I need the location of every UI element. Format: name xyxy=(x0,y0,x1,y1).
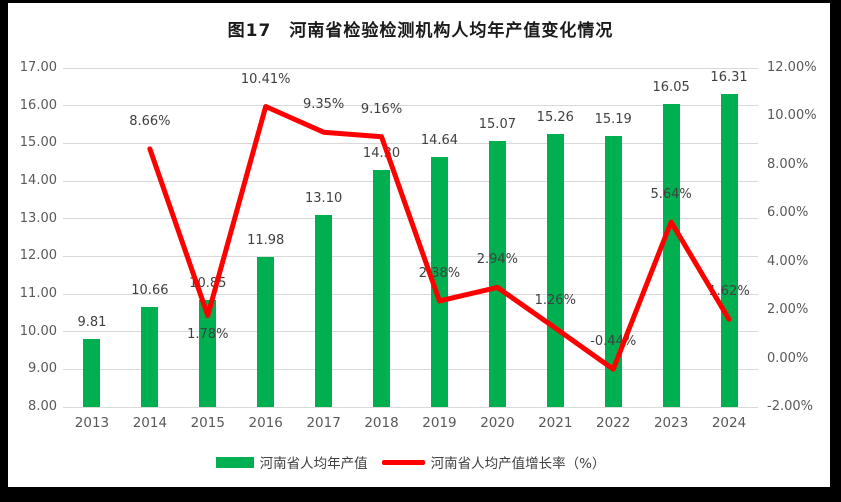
growth-point-label: 1.62% xyxy=(708,284,750,300)
x-axis-label: 2020 xyxy=(480,415,515,431)
gridline xyxy=(63,406,758,408)
y-axis-left-tick: 12.00 xyxy=(19,248,57,264)
legend-bar-swatch xyxy=(215,456,254,468)
growth-point-label: 2.38% xyxy=(418,265,461,281)
x-axis-label: 2021 xyxy=(538,415,573,431)
frame-left xyxy=(0,0,8,502)
y-axis-left-tick: 11.00 xyxy=(19,286,57,301)
bar-value-label: 14.64 xyxy=(420,132,459,148)
bar xyxy=(546,133,564,407)
x-axis-label: 2015 xyxy=(190,415,225,431)
legend: 河南省人均年产值 河南省人均产值增长率（%） xyxy=(63,452,758,472)
frame-right xyxy=(830,0,841,502)
bar xyxy=(662,103,680,407)
bar-value-label: 16.05 xyxy=(652,79,690,95)
x-axis-label: 2022 xyxy=(596,415,631,431)
bar xyxy=(430,156,448,407)
x-axis-label: 2019 xyxy=(422,415,457,431)
growth-point-label: 9.16% xyxy=(360,101,403,117)
y-axis-left-tick: 8.00 xyxy=(28,399,57,414)
x-axis-label: 2016 xyxy=(248,415,283,431)
y-axis-left-tick: 15.00 xyxy=(19,135,57,151)
bar xyxy=(257,257,275,407)
bar-value-label: 15.07 xyxy=(478,116,516,132)
frame-bottom xyxy=(0,487,841,502)
bar-value-label: 11.98 xyxy=(247,233,285,249)
x-axis-label: 2018 xyxy=(364,415,399,431)
growth-point-label: 5.64% xyxy=(650,187,692,202)
gridline xyxy=(63,180,758,182)
x-axis-label: 2013 xyxy=(74,415,110,431)
y-axis-left-tick: 17.00 xyxy=(19,60,57,75)
growth-point-label: 2.94% xyxy=(476,252,519,268)
growth-point-label: -0.44% xyxy=(590,334,637,350)
y-axis-right-tick: 10.00% xyxy=(767,108,817,124)
x-axis-label: 2014 xyxy=(132,415,168,431)
bar-value-label: 10.85 xyxy=(189,275,227,291)
y-axis-right-tick: 0.00% xyxy=(767,350,809,366)
y-axis-right-tick: 12.00% xyxy=(767,60,817,75)
frame-top xyxy=(0,0,841,3)
bar xyxy=(83,338,101,407)
chart-title: 图17 河南省检验检测机构人均年产值变化情况 xyxy=(227,21,614,41)
bar xyxy=(199,299,217,407)
growth-point-label: 1.78% xyxy=(187,327,229,343)
growth-point-label: 10.41% xyxy=(240,71,291,87)
bar xyxy=(720,93,738,407)
bar-value-label: 14.30 xyxy=(362,145,401,161)
gridline xyxy=(63,331,758,333)
y-axis-left-tick: 16.00 xyxy=(19,97,57,113)
legend-line-swatch xyxy=(381,459,425,465)
gridline xyxy=(63,218,758,220)
y-axis-right-tick: 4.00% xyxy=(767,253,809,269)
legend-line-label: 河南省人均产值增长率（%） xyxy=(430,456,606,472)
bar-value-label: 15.26 xyxy=(536,109,574,125)
bar-value-label: 16.31 xyxy=(710,69,748,85)
bar xyxy=(315,214,333,407)
bar xyxy=(141,306,159,407)
bar xyxy=(488,140,506,407)
x-axis-label: 2017 xyxy=(306,415,341,431)
bar xyxy=(604,136,622,407)
y-axis-left-tick: 10.00 xyxy=(19,323,57,339)
legend-bar-label: 河南省人均年产值 xyxy=(259,456,368,472)
bar-value-label: 13.10 xyxy=(305,190,343,206)
gridline xyxy=(63,67,758,69)
x-axis-label: 2023 xyxy=(653,415,689,431)
growth-point-label: 1.26% xyxy=(534,293,576,309)
gridline xyxy=(63,255,758,257)
x-axis-label: 2024 xyxy=(711,415,747,431)
growth-point-label: 8.66% xyxy=(129,113,171,129)
y-axis-right-tick: 6.00% xyxy=(767,205,809,221)
y-axis-right-tick: 2.00% xyxy=(767,302,809,318)
gridline xyxy=(63,368,758,370)
y-axis-right-tick: -2.00% xyxy=(767,399,813,414)
y-axis-left-tick: 9.00 xyxy=(28,361,57,377)
bar-value-label: 9.81 xyxy=(77,314,107,330)
bar xyxy=(373,169,391,407)
y-axis-right-tick: 8.00% xyxy=(767,156,809,172)
y-axis-left-tick: 14.00 xyxy=(19,173,57,188)
y-axis-left-tick: 13.00 xyxy=(19,210,57,226)
bar-value-label: 10.66 xyxy=(131,282,169,298)
bar-value-label: 15.19 xyxy=(594,112,632,128)
